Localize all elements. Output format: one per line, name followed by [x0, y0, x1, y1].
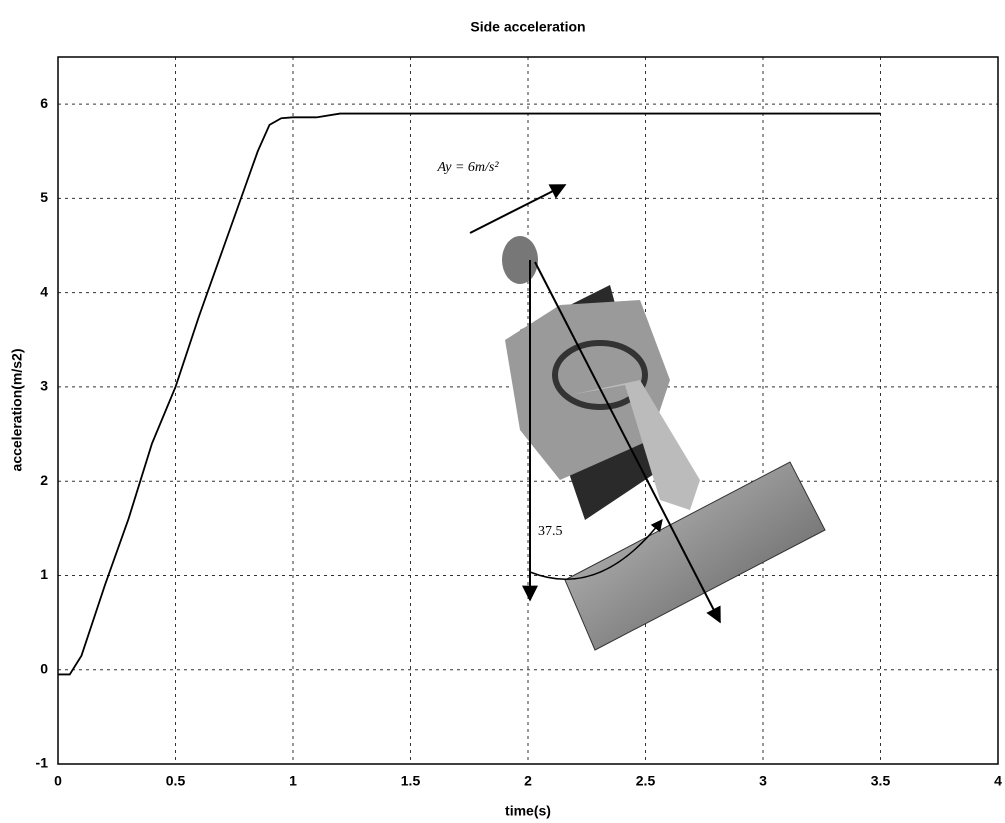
- y-tick-label: 0: [40, 660, 48, 676]
- annotation: Ay = 6m/s²: [436, 160, 499, 175]
- annotation: 37.5: [538, 524, 563, 539]
- x-tick-label: 3.5: [871, 773, 891, 789]
- y-axis-label: acceleration(m/s2): [9, 349, 25, 472]
- driver-illustration: [470, 185, 825, 650]
- head: [502, 236, 538, 284]
- y-tick-label: 2: [40, 472, 48, 488]
- x-tick-label: 0: [54, 773, 62, 789]
- y-tick-label: 1: [40, 566, 48, 582]
- data-line: [58, 114, 881, 675]
- x-tick-label: 1.5: [401, 773, 421, 789]
- y-tick-label: 4: [40, 283, 48, 299]
- y-tick-label: 5: [40, 189, 48, 205]
- x-tick-label: 3: [759, 773, 767, 789]
- x-tick-label: 2: [524, 773, 532, 789]
- x-tick-label: 2.5: [636, 773, 656, 789]
- x-tick-label: 1: [289, 773, 297, 789]
- y-tick-label: 6: [40, 95, 48, 111]
- y-tick-label: -1: [36, 755, 49, 771]
- x-tick-label: 4: [994, 773, 1002, 789]
- chart-title: Side acceleration: [470, 19, 585, 35]
- chart: Side acceleration time(s) acceleration(m…: [0, 0, 1005, 823]
- x-axis-label: time(s): [505, 803, 551, 819]
- y-tick-label: 3: [40, 378, 48, 394]
- x-tick-label: 0.5: [166, 773, 186, 789]
